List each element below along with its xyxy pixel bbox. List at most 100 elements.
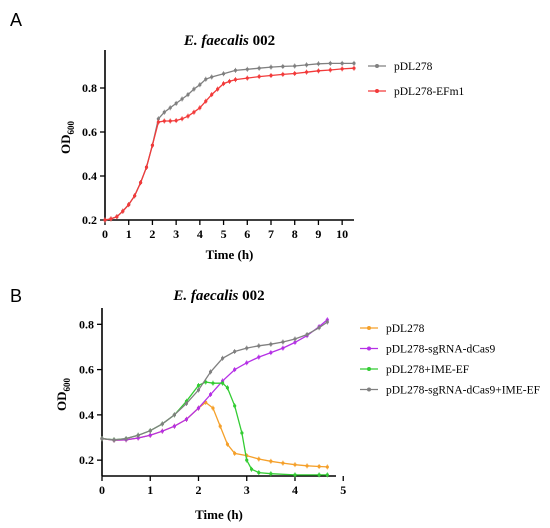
data-point: [204, 99, 208, 103]
series-1: [100, 399, 329, 470]
data-point: [281, 64, 285, 69]
chart-title: E. faecalis 002: [172, 288, 264, 304]
data-point: [127, 203, 131, 207]
data-point: [216, 87, 220, 91]
data-point: [174, 101, 178, 105]
data-point: [281, 461, 285, 465]
data-point: [196, 388, 201, 392]
data-point: [148, 429, 152, 433]
data-point: [245, 458, 249, 462]
data-point: [196, 406, 201, 410]
legend-label: pDL278: [394, 61, 433, 73]
chart-title-italic: E. faecalis: [183, 33, 253, 49]
data-point: [281, 340, 285, 344]
y-axis-label-main: OD: [58, 135, 73, 155]
series-2: [100, 317, 329, 443]
data-point: [198, 83, 202, 87]
y-tick-label: 0.2: [82, 213, 97, 227]
series-2: [103, 65, 356, 223]
data-point: [109, 217, 113, 221]
data-point: [340, 67, 344, 71]
chart-title-rest: 002: [253, 33, 276, 49]
x-tick-label: 2: [149, 227, 155, 241]
data-point: [172, 413, 176, 417]
y-axis-label-subscript: 600: [62, 378, 72, 392]
panel-letter: A: [10, 10, 22, 30]
data-point: [180, 117, 184, 121]
y-axis-label-main: OD: [54, 392, 69, 412]
series-line: [101, 401, 328, 468]
data-point: [115, 215, 119, 219]
data-point: [172, 424, 176, 428]
y-tick-label: 0.8: [82, 81, 97, 95]
x-tick-label: 5: [221, 227, 227, 241]
legend: pDL278 pDL278-EFm1: [368, 61, 465, 98]
data-point: [293, 337, 297, 341]
data-point: [269, 73, 273, 78]
data-point: [240, 431, 244, 435]
data-point: [227, 79, 232, 83]
data-point: [293, 64, 297, 68]
x-tick-label: 8: [292, 227, 298, 241]
legend-swatch-marker: [367, 367, 371, 371]
y-axis-label-subscript: 600: [66, 121, 76, 135]
data-point: [221, 82, 226, 86]
data-point: [221, 356, 225, 360]
series-line: [104, 62, 354, 221]
data-point: [211, 381, 215, 385]
data-point: [198, 106, 202, 110]
data-point: [100, 437, 104, 441]
data-point: [293, 463, 297, 467]
data-point: [148, 433, 152, 437]
data-point: [281, 72, 285, 76]
data-point: [218, 424, 222, 428]
legend: pDL278 pDL278-sgRNA-dCas9 pDL278+IME-EF pDL…: [360, 323, 540, 397]
x-tick-label: 3: [173, 227, 179, 241]
data-point: [305, 464, 309, 468]
legend-label: pDL278-sgRNA-dCas9+IME-EF: [386, 385, 540, 397]
data-point: [133, 194, 137, 198]
data-point: [245, 76, 249, 80]
legend-label: pDL278+IME-EF: [386, 364, 469, 376]
data-point: [269, 472, 273, 476]
data-point: [138, 181, 143, 185]
x-tick-label: 3: [244, 483, 250, 497]
data-point: [168, 119, 172, 123]
data-point: [257, 355, 261, 359]
data-point: [136, 436, 140, 440]
chart-title-rest: 002: [242, 288, 265, 304]
data-point: [233, 367, 237, 372]
legend-swatch-marker: [367, 387, 371, 392]
data-point: [211, 406, 215, 410]
data-point: [340, 61, 344, 65]
x-tick-label: 1: [147, 483, 153, 497]
data-point: [124, 437, 128, 441]
x-tick-label: 0: [99, 483, 105, 497]
legend-swatch-marker: [375, 89, 379, 93]
chart-title-italic: E. faecalis: [172, 288, 242, 304]
x-tick-label: 2: [195, 483, 201, 497]
legend-label: pDL278-EFm1: [394, 86, 465, 98]
data-point: [150, 143, 155, 147]
data-point: [233, 78, 238, 82]
data-point: [304, 63, 309, 67]
legend-swatch-marker: [375, 64, 379, 68]
legend-label: pDL278: [386, 323, 425, 335]
data-point: [225, 442, 230, 446]
data-point: [144, 165, 149, 169]
data-point: [221, 72, 226, 76]
data-point: [186, 93, 190, 97]
data-point: [249, 467, 254, 471]
data-point: [317, 326, 321, 330]
y-axis-label: OD600: [58, 121, 76, 155]
data-point: [293, 71, 297, 76]
data-point: [245, 67, 249, 71]
data-point: [269, 65, 273, 69]
data-point: [162, 110, 166, 114]
data-point: [281, 346, 285, 350]
data-point: [208, 392, 213, 397]
data-point: [352, 61, 356, 65]
data-point: [317, 473, 321, 477]
data-point: [233, 451, 237, 455]
